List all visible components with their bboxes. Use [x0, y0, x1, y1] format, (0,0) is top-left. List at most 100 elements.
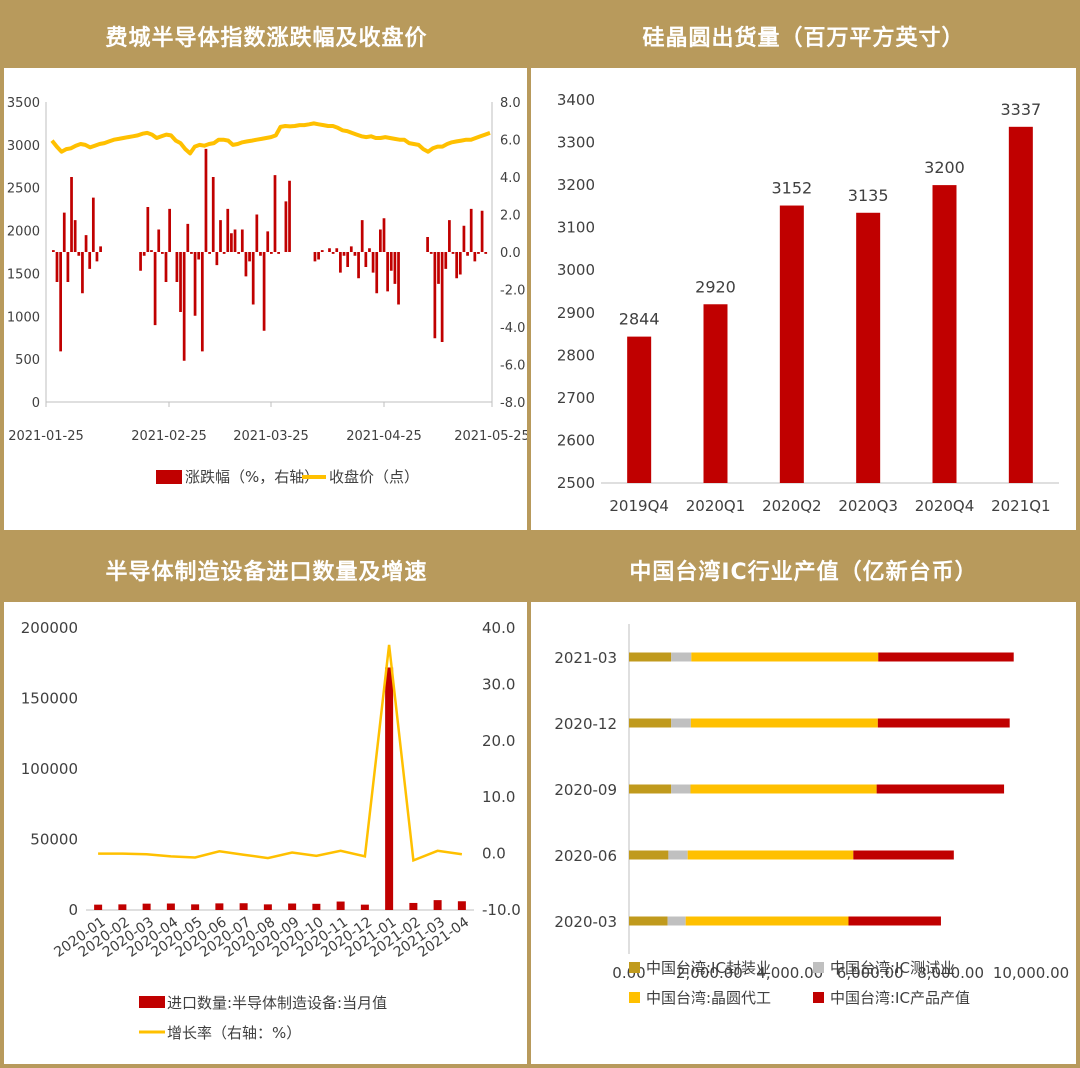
change-bar [88, 252, 92, 269]
import-bar [142, 903, 151, 910]
change-bar [349, 246, 353, 252]
y-right-tick-label: -4.0 [500, 321, 525, 336]
y-right-tick-label: 10.0 [482, 788, 515, 806]
y-tick-label: 2600 [557, 431, 595, 449]
import-bar [239, 903, 248, 910]
change-bar [222, 252, 226, 254]
change-bar [331, 252, 335, 254]
stacked-segment [671, 652, 692, 662]
stacked-segment [691, 652, 879, 662]
change-bar [364, 252, 368, 267]
data-label: 3152 [771, 179, 812, 198]
change-bar [168, 208, 171, 252]
change-bar [266, 231, 270, 252]
stacked-segment [629, 652, 672, 662]
change-bar [208, 252, 211, 254]
change-bar [426, 237, 429, 252]
change-bar [328, 248, 331, 252]
y-left-tick-label: 100000 [21, 760, 78, 778]
chart-sox: 0 500 1000 1500 2000 2500 3000 3500 8.0 6.0 4.0 2.0… [7, 96, 529, 486]
growth-line [98, 644, 463, 863]
y-right-tick-label: 8.0 [500, 96, 521, 111]
import-bar [166, 903, 175, 910]
change-bar [59, 252, 62, 352]
change-bar [346, 252, 350, 267]
panel-title-taiwan: 中国台湾IC行业产值（亿新台币） [531, 538, 1076, 602]
y-right-tick-label: 0.0 [482, 845, 506, 863]
chart-wafer: 2500 2600 2700 2800 2900 3000 3100 3200 3300 3400… [557, 91, 1059, 515]
change-bar [473, 252, 477, 262]
change-bar [230, 233, 233, 252]
change-bar [429, 252, 433, 254]
y-tick-label: 3100 [557, 219, 595, 237]
y-left-tick-label: 0 [32, 396, 40, 411]
stacked-segment [671, 718, 691, 728]
import-bar [288, 903, 297, 910]
change-bar [440, 252, 444, 342]
change-bar [193, 252, 197, 316]
change-bar [469, 208, 473, 252]
y-right-tick-label: -8.0 [500, 396, 525, 411]
stacked-segment [668, 850, 688, 860]
change-bar [437, 252, 440, 284]
change-bar [215, 252, 219, 266]
x-tick-label: 2019Q4 [609, 497, 669, 515]
import-bar [336, 901, 345, 910]
data-label: 3135 [848, 186, 889, 205]
wafer-bar [627, 336, 652, 483]
close-price-line [50, 121, 491, 156]
y-right-tick-label: -6.0 [500, 359, 525, 374]
change-bar [161, 252, 164, 254]
wafer-bar [703, 304, 728, 483]
legend-swatch [629, 992, 640, 1003]
stacked-segment [878, 652, 1014, 662]
legend-swatch [813, 962, 824, 973]
import-bar [457, 901, 466, 910]
y-tick-label: 2700 [557, 389, 595, 407]
y-right-tick-label: 30.0 [482, 675, 515, 693]
change-bar [200, 252, 204, 352]
legend-swatch [813, 992, 824, 1003]
y-left-tick-label: 500 [15, 353, 40, 368]
change-bar [284, 201, 288, 252]
change-bar [353, 252, 357, 256]
wafer-bar [856, 212, 881, 483]
change-bar [139, 252, 142, 271]
data-label: 2844 [619, 310, 660, 329]
x-tick-label: 2020Q4 [915, 497, 975, 515]
change-bar [95, 252, 99, 262]
wafer-bar [779, 205, 804, 483]
import-bar [409, 902, 418, 910]
change-bar [226, 208, 230, 252]
change-bar [477, 252, 480, 254]
change-bar [52, 250, 55, 252]
import-bar [215, 903, 224, 910]
legend-label: 中国台湾:IC测试业 [830, 959, 955, 977]
y-left-tick-label: 3000 [7, 139, 40, 154]
y-left-tick-label: 0 [68, 901, 78, 919]
stacked-segment [690, 718, 878, 728]
change-bar [484, 252, 488, 254]
x-tick-label: 8,000.00 [917, 964, 984, 982]
y-right-tick-label: -10.0 [482, 901, 521, 919]
change-bar [55, 252, 59, 282]
legend-label: 中国台湾:IC封装业 [646, 959, 771, 977]
change-bar [448, 220, 451, 252]
x-tick-label: 2021-01-25 [8, 429, 84, 444]
y-tick-label: 3300 [557, 134, 595, 152]
panel-sox: 费城半导体指数涨跌幅及收盘价 0 500 1000 1500 2000 2500 3000 3… [0, 0, 533, 534]
change-bar [84, 235, 88, 252]
data-label: 3200 [924, 158, 965, 177]
change-bar [190, 252, 193, 254]
stacked-segment [629, 850, 669, 860]
y-tick-label: 2900 [557, 304, 595, 322]
stacked-segment [690, 784, 877, 794]
change-bar [164, 252, 168, 282]
change-bar [458, 252, 462, 275]
change-bar [451, 252, 455, 254]
wafer-bar [1008, 126, 1033, 483]
y-tick-label: 2021-03 [554, 649, 617, 667]
change-bar [393, 252, 397, 284]
panel-title-equip: 半导体制造设备进口数量及增速 [4, 538, 529, 602]
change-bar [270, 252, 273, 254]
